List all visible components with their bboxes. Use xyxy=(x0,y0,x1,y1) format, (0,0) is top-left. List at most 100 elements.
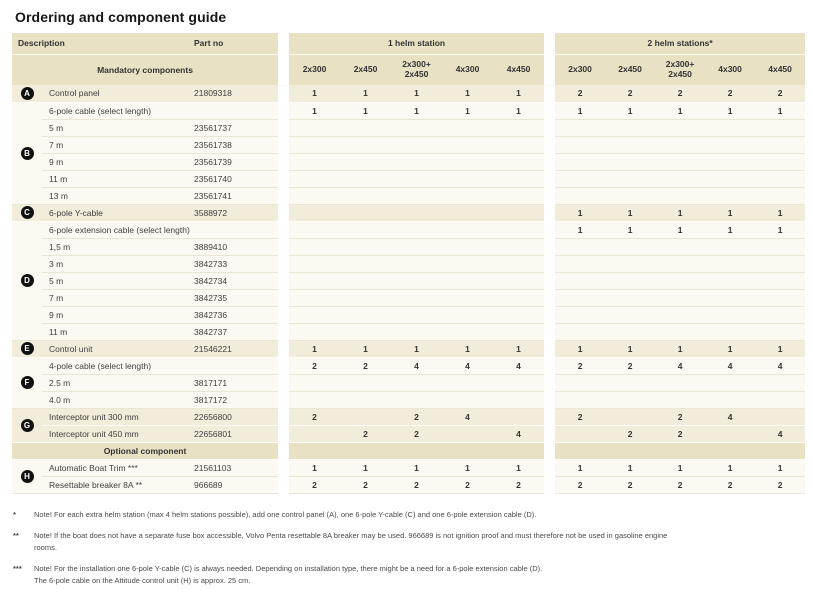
panel-gap xyxy=(544,102,556,119)
qty-cell: 1 xyxy=(340,85,392,103)
partno-cell: 3817172 xyxy=(194,391,279,409)
description-cell: 1,5 m xyxy=(42,238,195,256)
qty-cell: 1 xyxy=(605,221,656,239)
table-row: C 6-pole Y-cable 3588972 1 1 1 1 1 xyxy=(12,204,806,222)
panel-gap xyxy=(544,289,556,306)
qty-cell xyxy=(755,289,806,307)
qty-cell xyxy=(340,272,392,290)
partno-cell: 21546221 xyxy=(194,340,279,358)
row-badge-cell: H xyxy=(12,459,42,494)
panel-gap xyxy=(544,272,556,289)
partno-cell: 3588972 xyxy=(194,204,279,222)
qty-cell xyxy=(493,187,545,205)
qty-cell: 1 xyxy=(493,85,545,103)
qty-cell xyxy=(391,272,443,290)
panel-gap xyxy=(278,408,290,425)
qty-cell: 1 xyxy=(493,340,545,358)
footnote-marker: * xyxy=(13,509,16,519)
col-header-4x450: 4x450 xyxy=(755,54,806,85)
qty-cell: 1 xyxy=(442,102,494,120)
qty-cell xyxy=(493,391,545,409)
qty-cell: 2 xyxy=(655,408,706,426)
col-header-4x300: 4x300 xyxy=(705,54,756,85)
panel-gap xyxy=(544,442,556,459)
qty-cell xyxy=(289,323,341,341)
row-badge-cell: A xyxy=(12,85,42,103)
qty-cell xyxy=(289,204,341,222)
qty-cell xyxy=(605,153,656,171)
qty-cell: 1 xyxy=(391,85,443,103)
qty-cell: 1 xyxy=(289,85,341,103)
qty-cell xyxy=(705,187,756,205)
table-subheader-row: Mandatory components 2x300 2x450 2x300+ … xyxy=(12,54,806,85)
panel-gap xyxy=(278,85,290,102)
qty-cell xyxy=(289,136,341,154)
qty-cell xyxy=(391,119,443,137)
panel-gap xyxy=(278,204,290,221)
qty-cell xyxy=(289,374,341,392)
qty-cell xyxy=(705,153,756,171)
panel-gap xyxy=(278,170,290,187)
footnote-2: ** Note! If the boat does not have a sep… xyxy=(13,530,805,554)
qty-cell xyxy=(555,289,606,307)
qty-cell xyxy=(289,119,341,137)
qty-cell: 2 xyxy=(442,476,494,494)
qty-cell xyxy=(655,170,706,188)
row-badge-cell: F xyxy=(12,357,42,409)
partno-cell xyxy=(194,221,279,239)
qty-cell xyxy=(493,374,545,392)
panel-gap xyxy=(544,476,556,493)
qty-cell: 1 xyxy=(391,340,443,358)
footnote-line: Note! If the boat does not have a separa… xyxy=(34,530,668,540)
row-badge-cell: G xyxy=(12,408,42,443)
table-row: E Control unit 21546221 1 1 1 1 1 1 1 1 1 1 xyxy=(12,340,806,358)
qty-cell: 1 xyxy=(705,102,756,120)
description-cell: Interceptor unit 450 mm xyxy=(42,425,195,443)
qty-cell: 1 xyxy=(555,204,606,222)
qty-cell xyxy=(493,119,545,137)
description-cell: Control panel xyxy=(42,85,195,103)
partno-cell xyxy=(194,102,279,120)
footnote-text: Note! For each extra helm station (max 4… xyxy=(34,509,805,521)
qty-cell: 4 xyxy=(705,408,756,426)
description-cell: 7 m xyxy=(42,289,195,307)
qty-cell xyxy=(705,306,756,324)
qty-cell xyxy=(655,391,706,409)
partno-cell: 3817171 xyxy=(194,374,279,392)
qty-cell xyxy=(391,391,443,409)
qty-cell xyxy=(605,170,656,188)
description-cell: 5 m xyxy=(42,272,195,290)
panel-gap xyxy=(278,289,290,306)
panel-gap xyxy=(544,204,556,221)
qty-cell xyxy=(555,136,606,154)
qty-cell xyxy=(755,306,806,324)
qty-cell xyxy=(605,136,656,154)
table-row: 11 m 23561740 xyxy=(12,170,806,188)
qty-cell xyxy=(755,119,806,137)
panel-gap xyxy=(278,306,290,323)
panel-gap xyxy=(278,119,290,136)
badge-c: C xyxy=(20,206,34,219)
partno-cell: 22656801 xyxy=(194,425,279,443)
qty-cell xyxy=(705,136,756,154)
qty-cell xyxy=(705,391,756,409)
qty-cell xyxy=(555,238,606,256)
qty-cell xyxy=(391,187,443,205)
panel-gap xyxy=(544,255,556,272)
qty-cell xyxy=(442,323,494,341)
qty-cell: 1 xyxy=(442,340,494,358)
panel-gap xyxy=(278,459,290,476)
panel-gap xyxy=(278,153,290,170)
qty-cell xyxy=(705,255,756,273)
qty-cell xyxy=(493,255,545,273)
qty-cell: 1 xyxy=(605,340,656,358)
panel-gap xyxy=(544,391,556,408)
partno-cell: 3842734 xyxy=(194,272,279,290)
qty-cell xyxy=(655,374,706,392)
qty-cell xyxy=(289,255,341,273)
qty-cell xyxy=(655,323,706,341)
qty-cell xyxy=(493,408,545,426)
panel-gap xyxy=(278,187,290,204)
qty-cell xyxy=(605,323,656,341)
qty-cell: 2 xyxy=(555,476,606,494)
